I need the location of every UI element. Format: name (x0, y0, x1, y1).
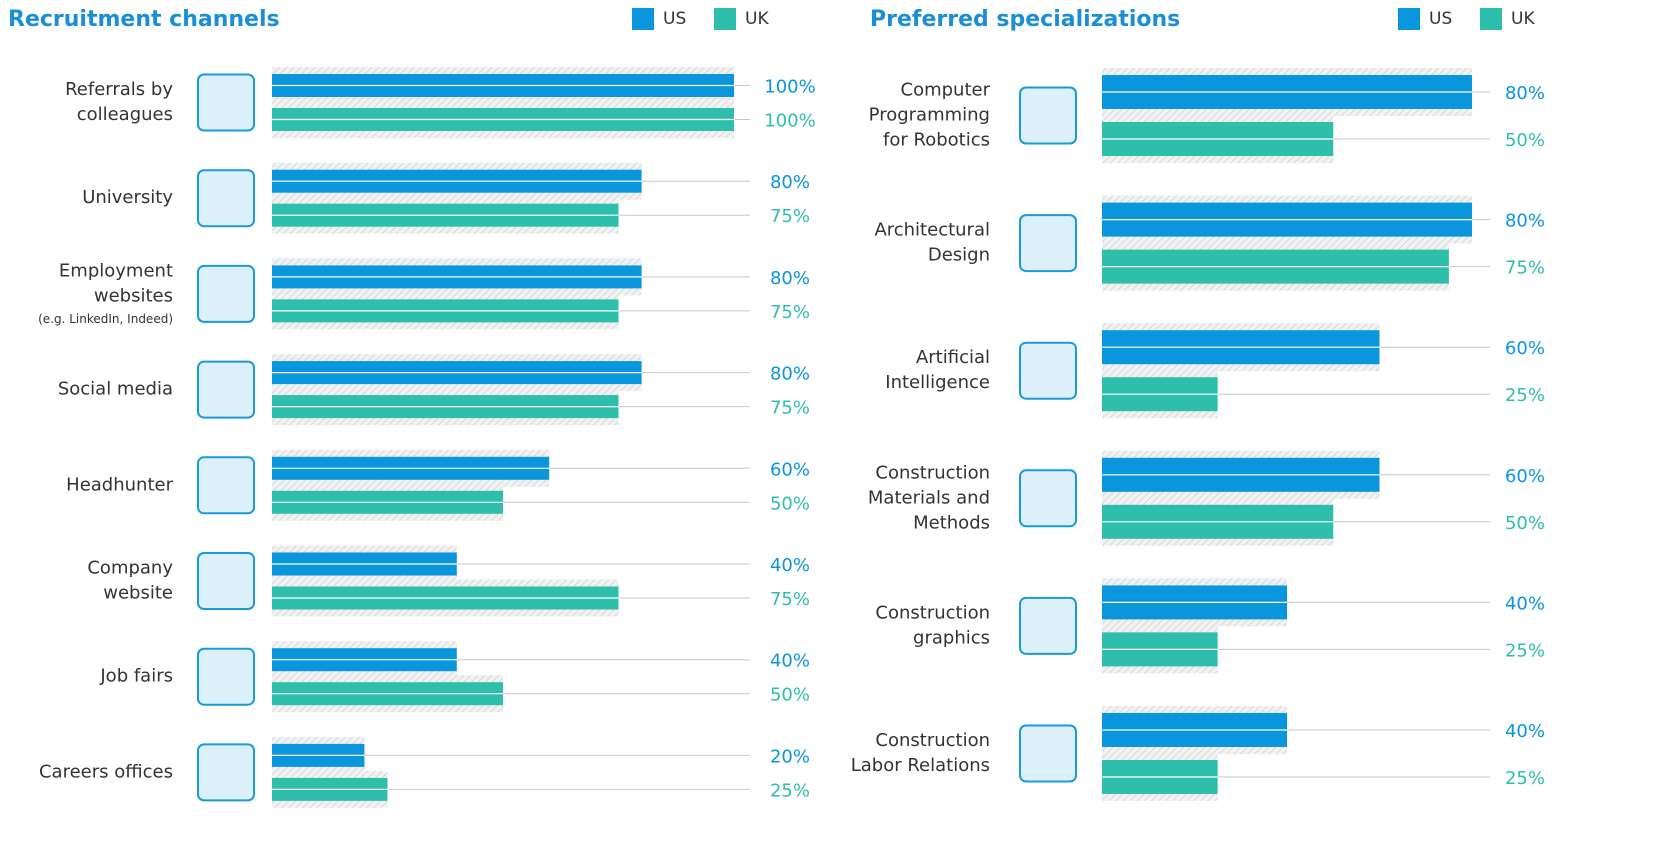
category-label: colleagues (77, 104, 173, 125)
value-label: 25% (1505, 768, 1545, 789)
value-label: 40% (1505, 593, 1545, 614)
value-label: 25% (1505, 385, 1545, 406)
category-label: websites (94, 285, 173, 306)
value-label: 75% (770, 589, 810, 610)
category-label: Employment (59, 260, 173, 281)
legend-swatch (1480, 8, 1502, 30)
legend-swatch (714, 8, 736, 30)
chart-title: Preferred specializations (870, 7, 1180, 32)
category-icon (1019, 214, 1077, 273)
category-label: Intelligence (885, 372, 990, 393)
value-label: 75% (1505, 258, 1545, 279)
value-label: 25% (1505, 640, 1545, 661)
value-label: 50% (770, 685, 810, 706)
category-label: Methods (913, 512, 990, 533)
legend-swatch (632, 8, 654, 30)
category-label: Construction (875, 462, 990, 483)
value-label: 80% (1505, 211, 1545, 232)
category-label: Materials and (868, 487, 990, 508)
category-label: Careers offices (39, 761, 173, 782)
value-label: 40% (1505, 721, 1545, 742)
category-label: Construction (875, 602, 990, 623)
value-label: 20% (770, 746, 810, 767)
legend-label: UK (745, 9, 769, 29)
category-label: for Robotics (883, 130, 990, 151)
value-label: 75% (770, 398, 810, 419)
value-label: 60% (1505, 338, 1545, 359)
category-label: Programming (869, 105, 990, 126)
category-icon (197, 73, 255, 132)
category-label: Construction (875, 730, 990, 751)
category-label: Design (928, 245, 990, 266)
category-icon (197, 647, 255, 706)
category-label: graphics (913, 627, 990, 648)
category-label: Artificial (916, 347, 990, 368)
category-icon (1019, 341, 1077, 400)
category-label: Headhunter (66, 474, 173, 495)
value-label: 80% (770, 268, 810, 289)
legend-label: US (663, 9, 686, 29)
value-label: 100% (764, 77, 815, 98)
category-label: Job fairs (99, 666, 173, 687)
category-label: Referrals by (65, 79, 173, 100)
category-label: Social media (58, 379, 173, 400)
category-icon (197, 264, 255, 323)
legend-label: US (1429, 9, 1452, 29)
value-label: 80% (770, 172, 810, 193)
chart-title: Recruitment channels (8, 7, 280, 32)
value-label: 60% (770, 459, 810, 480)
value-label: 75% (770, 302, 810, 323)
category-icon (197, 456, 255, 515)
value-label: 50% (770, 493, 810, 514)
category-note: (e.g. LinkedIn, Indeed) (38, 312, 173, 326)
value-label: 40% (770, 651, 810, 672)
category-icon (197, 169, 255, 228)
category-icon (1019, 724, 1077, 783)
value-label: 100% (764, 111, 815, 132)
value-label: 40% (770, 555, 810, 576)
category-icon (197, 552, 255, 610)
value-label: 80% (770, 364, 810, 385)
category-label: University (82, 187, 173, 208)
category-label: Labor Relations (851, 755, 990, 776)
category-label: website (103, 583, 173, 604)
category-icon (1019, 596, 1077, 655)
category-icon (1019, 469, 1077, 528)
value-label: 60% (1505, 466, 1545, 487)
category-label: Computer (901, 80, 991, 101)
value-label: 25% (770, 780, 810, 801)
value-label: 75% (770, 206, 810, 227)
category-icon (197, 360, 255, 419)
value-label: 50% (1505, 513, 1545, 534)
legend-label: UK (1511, 9, 1535, 29)
value-label: 80% (1505, 83, 1545, 104)
category-label: Architectural (874, 220, 990, 241)
category-icon (1019, 86, 1077, 145)
legend-swatch (1398, 8, 1420, 30)
category-icon (197, 743, 255, 802)
value-label: 50% (1505, 130, 1545, 151)
category-label: Company (87, 558, 173, 579)
